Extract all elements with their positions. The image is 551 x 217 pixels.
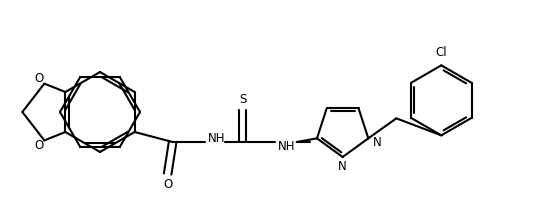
Text: O: O [35,72,44,85]
Text: O: O [35,139,44,152]
Text: NH: NH [208,132,225,145]
Text: Cl: Cl [435,46,447,59]
Text: N: N [338,159,347,173]
Text: S: S [239,94,246,107]
Text: O: O [163,178,172,191]
Text: NH: NH [278,140,295,153]
Text: N: N [373,136,382,149]
